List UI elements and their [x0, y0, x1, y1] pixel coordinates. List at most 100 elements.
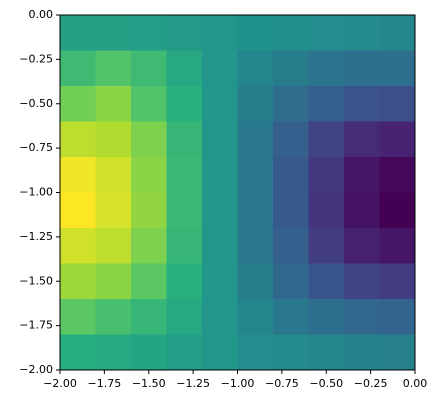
y-tick-label: −1.75 — [19, 319, 53, 332]
heatmap-cell — [95, 50, 132, 87]
heatmap-cell — [131, 334, 167, 371]
heatmap-cell — [379, 50, 416, 87]
heatmap-cell — [344, 263, 380, 300]
heatmap-cell — [95, 86, 132, 122]
x-tick-label: −1.75 — [88, 377, 122, 390]
heatmap-cell — [60, 228, 96, 264]
y-tick-label: −1.25 — [19, 230, 53, 243]
heatmap-cell — [237, 157, 274, 193]
heatmap-cell — [273, 263, 309, 300]
heatmap-cell — [308, 263, 345, 300]
x-tick-label: −0.50 — [309, 377, 343, 390]
heatmap-cell — [379, 334, 416, 371]
y-tick-label: −0.25 — [19, 52, 53, 65]
heatmap-cell — [60, 334, 96, 371]
heatmap-cell — [308, 192, 345, 229]
heatmap-cell — [379, 192, 416, 229]
heatmap-cell — [60, 299, 96, 335]
y-tick-label: −1.50 — [19, 274, 53, 287]
heatmap-cell — [379, 157, 416, 193]
heatmap-cell — [273, 228, 309, 264]
x-tick-label: −2.00 — [43, 377, 77, 390]
y-tick-label: −0.50 — [19, 97, 53, 110]
y-tick-label: −0.75 — [19, 141, 53, 154]
heatmap-cell — [131, 86, 167, 122]
heatmap-cell — [131, 299, 167, 335]
heatmap-cell — [344, 228, 380, 264]
heatmap-cell — [202, 50, 238, 87]
heatmap-cell — [308, 50, 345, 87]
heatmap-cell — [379, 121, 416, 158]
heatmap-cell — [166, 86, 203, 122]
heatmap-cell — [95, 299, 132, 335]
heatmap-cell — [131, 15, 167, 51]
heatmap-cell — [95, 15, 132, 51]
heatmap-cell — [95, 192, 132, 229]
heatmap-cell — [166, 157, 203, 193]
heatmap-cell — [237, 192, 274, 229]
heatmap-cell — [379, 299, 416, 335]
heatmap-cell — [202, 192, 238, 229]
heatmap-cell — [166, 263, 203, 300]
heatmap-cell — [379, 86, 416, 122]
heatmap-cell — [202, 121, 238, 158]
heatmap-cell — [308, 228, 345, 264]
heatmap-cell — [202, 15, 238, 51]
heatmap-cell — [344, 121, 380, 158]
y-tick-label: 0.00 — [29, 8, 54, 21]
heatmap-cell — [237, 334, 274, 371]
heatmap-cell — [60, 15, 96, 51]
heatmap-cell — [308, 299, 345, 335]
x-tick-label: −0.25 — [354, 377, 388, 390]
heatmap-cell — [379, 228, 416, 264]
heatmap-cell — [379, 15, 416, 51]
y-tick-label: −2.00 — [19, 363, 53, 376]
heatmap-cell — [131, 121, 167, 158]
heatmap-cell — [131, 157, 167, 193]
heatmap-cell — [60, 263, 96, 300]
heatmap-cell — [166, 334, 203, 371]
heatmap-cell — [237, 263, 274, 300]
heatmap-cell — [237, 228, 274, 264]
heatmap-cell — [237, 15, 274, 51]
heatmap-cell — [131, 263, 167, 300]
x-tick-label: 0.00 — [403, 377, 428, 390]
x-tick-label: −1.00 — [221, 377, 255, 390]
heatmap-cell — [60, 50, 96, 87]
heatmap-cell — [60, 86, 96, 122]
heatmap-cell — [344, 192, 380, 229]
heatmap-cell — [95, 263, 132, 300]
heatmap-cell — [131, 192, 167, 229]
heatmap-cell — [344, 50, 380, 87]
heatmap-cell — [95, 121, 132, 158]
heatmap-cell — [273, 121, 309, 158]
heatmap-cell — [166, 50, 203, 87]
heatmap-cell — [273, 15, 309, 51]
heatmap-cell — [95, 228, 132, 264]
x-tick-label: −1.50 — [132, 377, 166, 390]
heatmap-cell — [95, 157, 132, 193]
heatmap-cell — [273, 334, 309, 371]
heatmap-cell — [60, 121, 96, 158]
heatmap-cell — [166, 121, 203, 158]
heatmap-cell — [344, 334, 380, 371]
heatmap-cell — [202, 299, 238, 335]
heatmap-cell — [344, 299, 380, 335]
heatmap-cell — [60, 157, 96, 193]
y-tick-label: −1.00 — [19, 186, 53, 199]
heatmap-cell — [131, 50, 167, 87]
heatmap-cell — [166, 15, 203, 51]
heatmap-cell — [273, 50, 309, 87]
heatmap-cell — [273, 157, 309, 193]
heatmap-cell — [273, 86, 309, 122]
x-tick-label: −0.75 — [265, 377, 299, 390]
heatmap-cell — [202, 263, 238, 300]
heatmap-cell — [202, 228, 238, 264]
heatmap-cell — [237, 86, 274, 122]
x-tick-label: −1.25 — [176, 377, 210, 390]
heatmap-cell — [166, 228, 203, 264]
heatmap-cell — [308, 157, 345, 193]
heatmap-cell — [344, 15, 380, 51]
heatmap-cell — [202, 157, 238, 193]
heatmap-cell — [60, 192, 96, 229]
